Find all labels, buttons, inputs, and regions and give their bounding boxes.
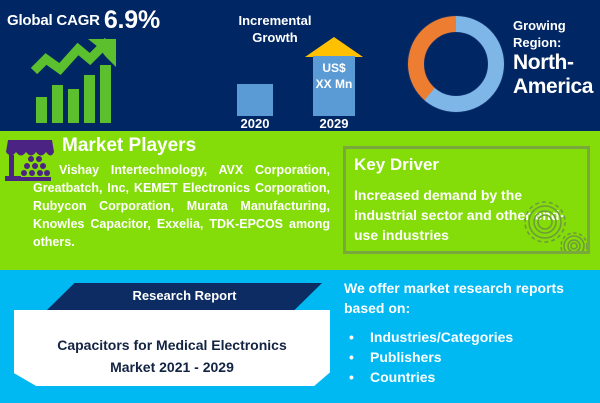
research-report-title: Capacitors for Medical Electronics Marke… — [14, 334, 330, 378]
incremental-bar-end-value: US$ XX Mn — [307, 60, 361, 92]
research-report-card — [14, 310, 330, 386]
growing-region-heading-line2: Region: — [513, 35, 562, 50]
bullet-icon: • — [349, 329, 354, 345]
incremental-bar-start-label: 2020 — [240, 116, 270, 131]
growing-region-block: Growing Region: North- America — [513, 17, 600, 99]
incremental-bar-start — [237, 84, 273, 116]
incremental-growth-title-line1: Incremental — [238, 13, 312, 28]
key-driver-body: Increased demand by the industrial secto… — [354, 187, 565, 243]
incremental-growth-title: Incremental Growth — [205, 12, 345, 46]
list-item-label: Industries/Categories — [370, 329, 514, 345]
research-report-ribbon-label: Research Report — [132, 288, 237, 303]
research-report-title-line2: Market 2021 - 2029 — [110, 359, 234, 375]
list-item: • Industries/Categories — [344, 327, 594, 347]
incremental-growth-title-line2: Growth — [252, 30, 298, 45]
market-players-body: Vishay Intertechnology, AVX Corporation,… — [33, 163, 330, 249]
cyan-band: Research Report Capacitors for Medical E… — [0, 270, 600, 403]
incremental-bar-end — [313, 56, 355, 116]
cagr-value: 6.9% — [103, 6, 160, 34]
market-players-title: Market Players — [62, 135, 197, 156]
top-metrics-band: Global CAGR 6.9% Incremental Growth 2020 … — [0, 0, 600, 131]
offer-heading-line1: We offer market research reports — [344, 280, 564, 296]
growth-bar-chart-arrow-icon — [30, 35, 122, 127]
growing-region-heading-line1: Growing — [513, 18, 566, 33]
offer-heading-line2: based on: — [344, 300, 411, 316]
key-driver-title: Key Driver — [354, 155, 440, 174]
incremental-value-amount: XX Mn — [315, 77, 353, 91]
green-band: Market Players Vishay Intertechnology, A… — [0, 131, 600, 270]
offer-heading: We offer market research reports based o… — [344, 278, 594, 318]
growing-region-name-line1: North- — [513, 51, 574, 74]
up-arrow-icon — [305, 37, 363, 57]
market-stall-icon — [4, 137, 56, 185]
incremental-value-currency: US$ — [322, 61, 346, 75]
list-item: • Publishers — [344, 347, 594, 367]
incremental-bar-end-label: 2029 — [319, 116, 349, 131]
global-cagr-block: Global CAGR 6.9% — [7, 8, 160, 33]
growing-region-name-line2: America — [513, 75, 594, 98]
gears-icon — [517, 197, 587, 251]
cagr-label-text: Global CAGR — [7, 12, 100, 29]
research-report-ribbon — [47, 283, 322, 310]
donut-chart-icon — [404, 12, 508, 116]
bullet-icon: • — [349, 369, 354, 385]
offer-list: • Industries/Categories • Publishers • C… — [344, 327, 594, 387]
research-report-title-line1: Capacitors for Medical Electronics — [57, 337, 287, 353]
list-item: • Countries — [344, 367, 594, 387]
bullet-icon: • — [349, 349, 354, 365]
key-driver-card: Key Driver Increased demand by the indus… — [343, 146, 590, 254]
list-item-label: Countries — [370, 369, 436, 385]
list-item-label: Publishers — [370, 349, 442, 365]
